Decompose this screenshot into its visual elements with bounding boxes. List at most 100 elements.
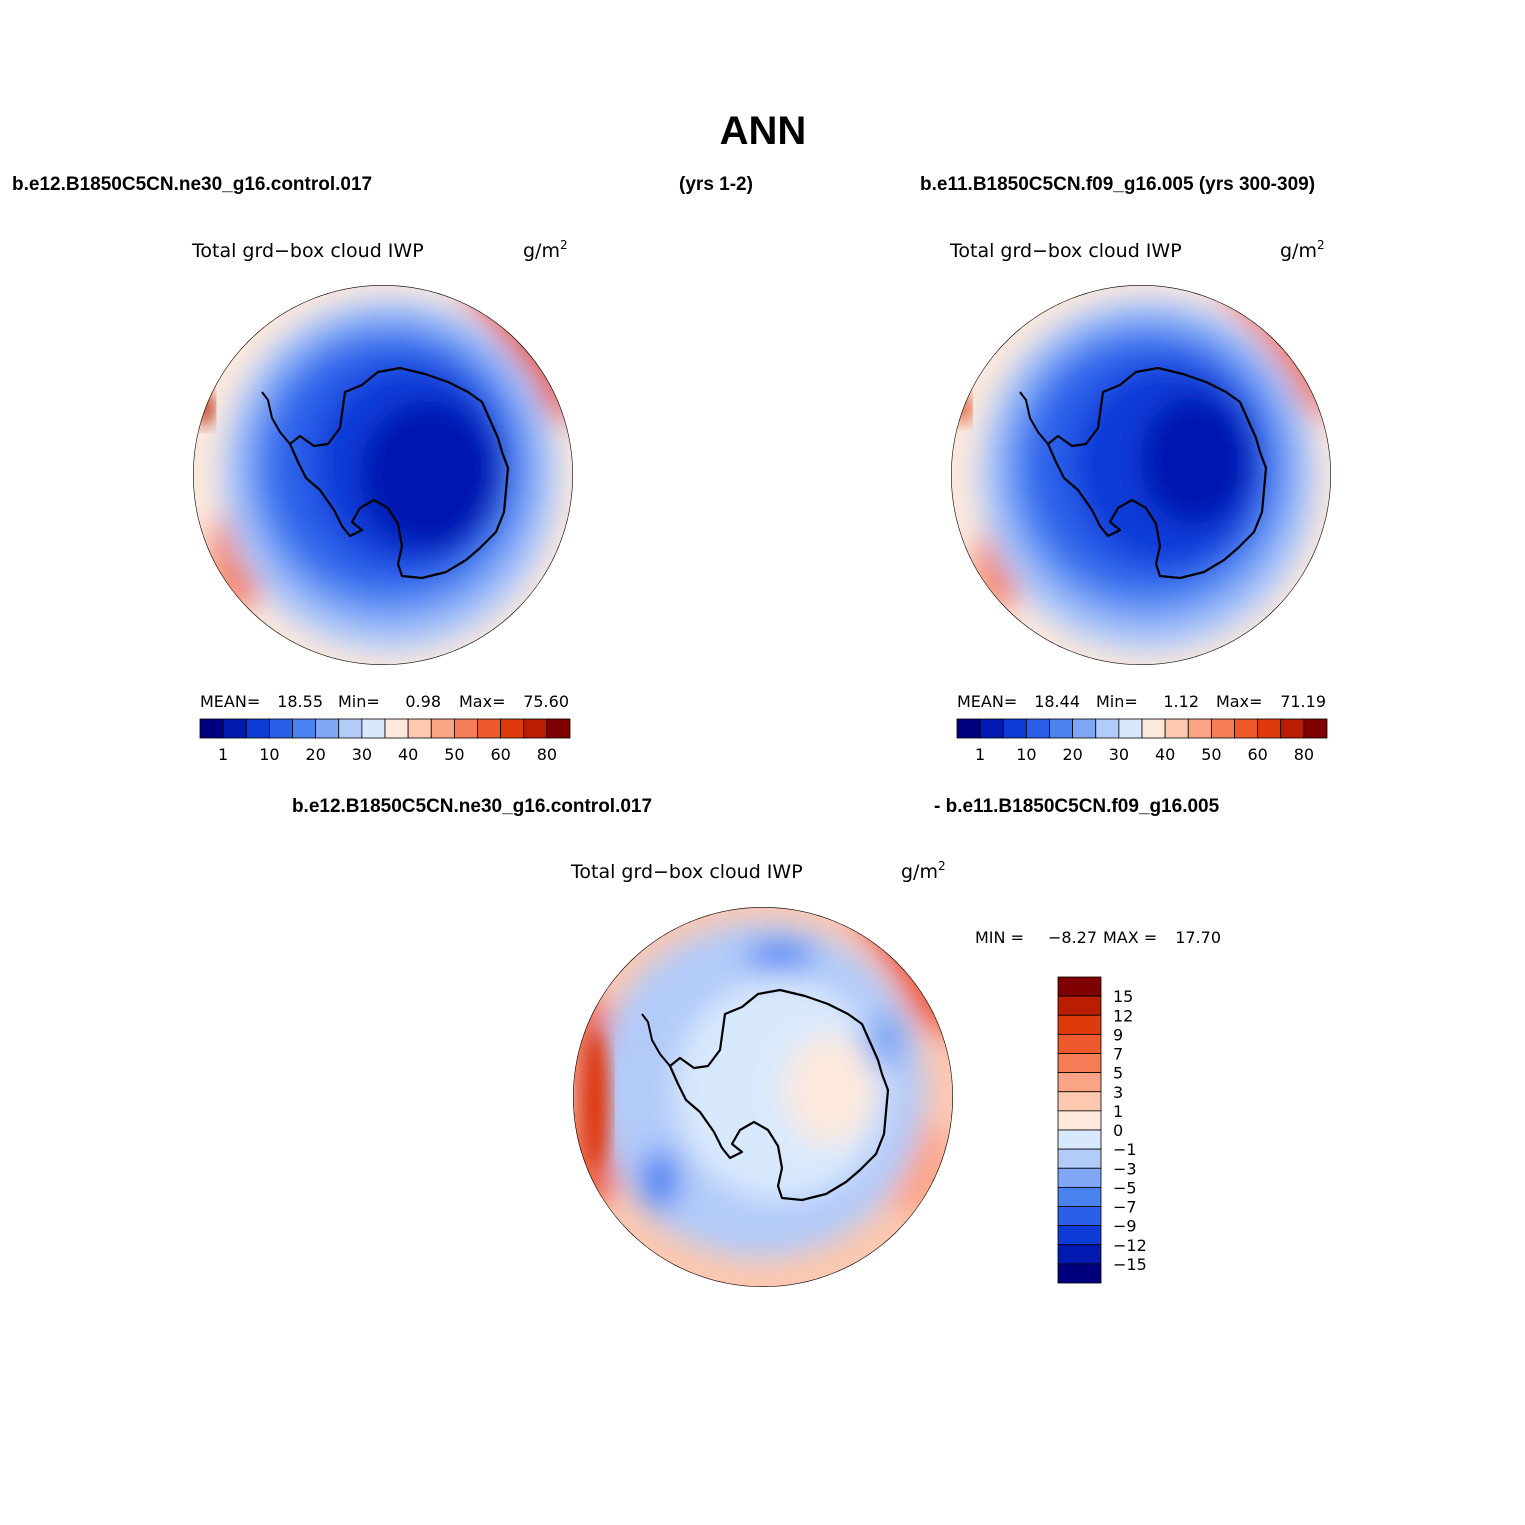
colorbar-swatch	[1057, 1129, 1102, 1150]
colorbar-swatch	[292, 718, 317, 739]
peninsula-coastline	[1019, 391, 1049, 445]
colorbar-tick-label: 1	[975, 745, 985, 764]
colorbar-tick-label: 12	[1113, 1006, 1133, 1025]
panel-left-colorbar: 1 10 20 30 40 50 60 80	[199, 718, 571, 764]
panel-left-stats: MEAN= 18.55 Min= 0.98 Max= 75.60	[200, 692, 569, 711]
colorbar-tick-label: 30	[1109, 745, 1129, 764]
colorbar-tick-label: −7	[1113, 1198, 1137, 1217]
interior-positive-patch	[785, 1035, 875, 1145]
colorbar-tick-label: 50	[1201, 745, 1221, 764]
colorbar-swatch	[1057, 1225, 1102, 1246]
colorbar-tick-label: 1	[218, 745, 228, 764]
peninsula-coastline	[261, 391, 291, 445]
panel-diff: Total grd−box cloud IWP g/m2 MIN = −8	[570, 859, 1221, 1287]
panel-right-units: g/m2	[1280, 238, 1325, 262]
min-value: 1.12	[1163, 692, 1199, 711]
colorbar-swatch	[1095, 718, 1120, 739]
colorbar-swatch	[1072, 718, 1097, 739]
panel-left-units: g/m2	[523, 238, 568, 262]
colorbar-tick-label: −1	[1113, 1140, 1137, 1159]
mean-label: MEAN=	[200, 692, 260, 711]
colorbar-tick-label: 3	[1113, 1083, 1123, 1102]
colorbar-tick-label: −3	[1113, 1159, 1137, 1178]
colorbar-swatch	[1057, 976, 1102, 997]
colorbar-tick-label: −9	[1113, 1217, 1137, 1236]
colorbar-swatch	[1210, 718, 1235, 739]
colorbar-tick-label: 60	[490, 745, 510, 764]
panel-diff-units: g/m2	[901, 859, 946, 883]
colorbar-tick-label: 80	[537, 745, 557, 764]
colorbar-swatch	[500, 718, 525, 739]
colorbar-swatch	[1057, 1110, 1102, 1131]
field-contours	[573, 907, 953, 1258]
colorbar-tick-label: 15	[1113, 987, 1133, 1006]
panel-right-map	[951, 285, 1331, 665]
colorbar-swatch	[1303, 718, 1328, 739]
max-label: MAX =	[1103, 928, 1157, 947]
panel-right-variable: Total grd−box cloud IWP	[949, 240, 1182, 262]
colorbar-tick-label: 60	[1247, 745, 1267, 764]
colorbar-swatch	[956, 718, 981, 739]
colorbar-swatch	[477, 718, 502, 739]
colorbar-tick-label: 20	[1062, 745, 1082, 764]
colorbar-swatch	[1057, 1244, 1102, 1265]
colorbar-swatch	[1257, 718, 1282, 739]
antarctica-coastline	[288, 366, 510, 580]
max-value: 17.70	[1175, 928, 1221, 947]
pale-blue-interior	[675, 980, 885, 1200]
max-value: 75.60	[523, 692, 569, 711]
colorbar-swatch	[1057, 1148, 1102, 1169]
colorbar-tick-label: 0	[1113, 1121, 1123, 1140]
colorbar-swatch	[1057, 1072, 1102, 1093]
top-left-years-label: (yrs 1-2)	[679, 174, 753, 195]
panel-right: Total grd−box cloud IWP g/m2 MEAN= 18.44	[949, 238, 1331, 764]
max-label: Max=	[1216, 692, 1262, 711]
colorbar-tick-label: −5	[1113, 1178, 1137, 1197]
navy-core	[360, 400, 500, 550]
colorbar-swatch	[407, 718, 432, 739]
colorbar-swatch	[1049, 718, 1074, 739]
peninsula-coastline	[641, 1013, 671, 1067]
panel-right-stats: MEAN= 18.44 Min= 1.12 Max= 71.19	[957, 692, 1326, 711]
colorbar-tick-label: 9	[1113, 1025, 1123, 1044]
colorbar-tick-label: 5	[1113, 1064, 1123, 1083]
min-value: −8.27	[1048, 928, 1097, 947]
colorbar-tick-label: 1	[1113, 1102, 1123, 1121]
max-label: Max=	[459, 692, 505, 711]
blue-patch-right	[863, 1012, 907, 1068]
antarctica-coastline	[1046, 366, 1268, 580]
colorbar-tick-label: 7	[1113, 1045, 1123, 1064]
top-right-case-label: b.e11.B1850C5CN.f09_g16.005 (yrs 300-309…	[920, 174, 1315, 195]
panel-right-colorbar: 1 10 20 30 40 50 60 80	[956, 718, 1328, 764]
colorbar-swatch	[1141, 718, 1166, 739]
colorbar-swatch	[1234, 718, 1259, 739]
colorbar-tick-label: 40	[398, 745, 418, 764]
colorbar-tick-label: 40	[1155, 745, 1175, 764]
navy-core	[1140, 395, 1250, 525]
colorbar-swatch	[1187, 718, 1212, 739]
colorbar-tick-label: 20	[305, 745, 325, 764]
colorbar-swatch	[222, 718, 247, 739]
mean-value: 18.55	[277, 692, 323, 711]
blue-patch-lower-left	[640, 1150, 680, 1210]
colorbar-tick-label: 10	[259, 745, 279, 764]
panel-left-map	[193, 285, 573, 665]
min-label: Min=	[338, 692, 380, 711]
colorbar-swatch	[523, 718, 548, 739]
colorbar-tick-label: 30	[352, 745, 372, 764]
diff-right-case-label: - b.e11.B1850C5CN.f09_g16.005	[934, 796, 1220, 817]
antarctica-coastline	[668, 988, 890, 1202]
min-label: MIN =	[975, 928, 1024, 947]
colorbar-tick-label: 50	[444, 745, 464, 764]
diff-left-case-label: b.e12.B1850C5CN.ne30_g16.control.017	[292, 796, 652, 817]
blue-patch-top	[745, 941, 815, 969]
colorbar-swatch	[1164, 718, 1189, 739]
min-label: Min=	[1096, 692, 1138, 711]
colorbar-swatch	[338, 718, 363, 739]
mean-label: MEAN=	[957, 692, 1017, 711]
colorbar-swatch	[1280, 718, 1305, 739]
colorbar-swatch	[1057, 1014, 1102, 1035]
colorbar-tick-label: −15	[1113, 1255, 1147, 1274]
